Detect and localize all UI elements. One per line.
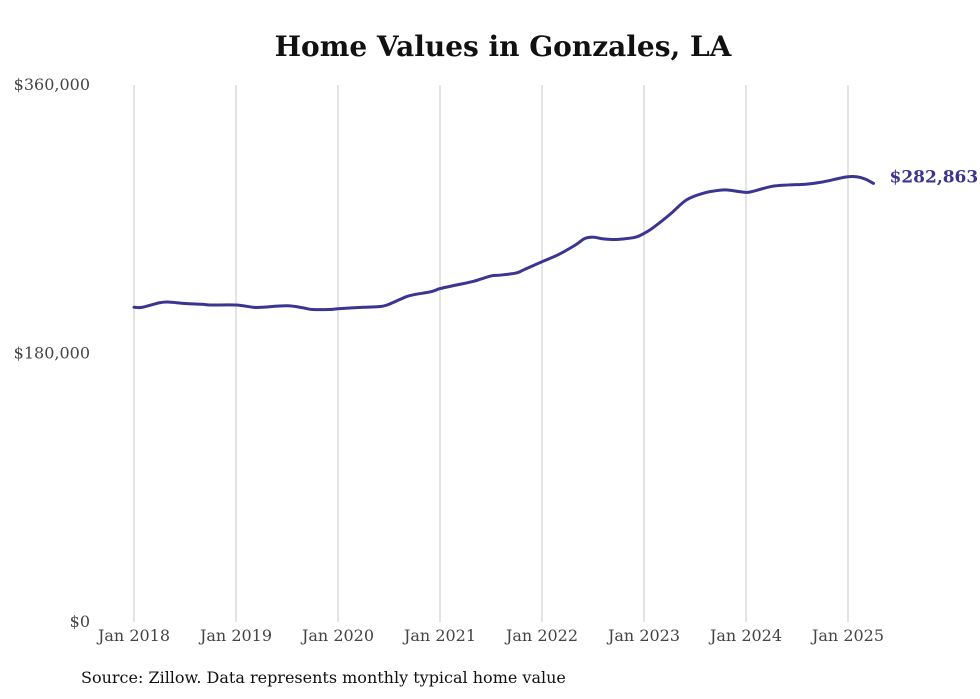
x-tick-label: Jan 2024 <box>708 626 782 645</box>
x-tick-label: Jan 2025 <box>810 626 884 645</box>
y-tick-label: $180,000 <box>14 344 90 363</box>
x-tick-label: Jan 2018 <box>96 626 170 645</box>
series-line <box>132 175 875 312</box>
y-axis-ticks: $0 $180,000 $360,000 <box>14 75 90 631</box>
end-value-label: $282,863 <box>890 167 979 187</box>
y-tick-label: $0 <box>70 612 90 631</box>
series-layer: $282,863 <box>132 167 979 312</box>
x-tick-label: Jan 2022 <box>504 626 578 645</box>
y-tick-label: $360,000 <box>14 75 90 94</box>
x-tick-label: Jan 2019 <box>198 626 272 645</box>
chart-title: Home Values in Gonzales, LA <box>274 30 732 63</box>
x-tick-label: Jan 2021 <box>402 626 476 645</box>
x-axis-ticks: Jan 2018 Jan 2019 Jan 2020 Jan 2021 Jan 2022… <box>96 626 884 645</box>
x-tick-label: Jan 2023 <box>606 626 680 645</box>
grid-lines <box>133 85 849 622</box>
x-tick-label: Jan 2020 <box>300 626 374 645</box>
source-note: Source: Zillow. Data represents monthly … <box>81 668 566 687</box>
